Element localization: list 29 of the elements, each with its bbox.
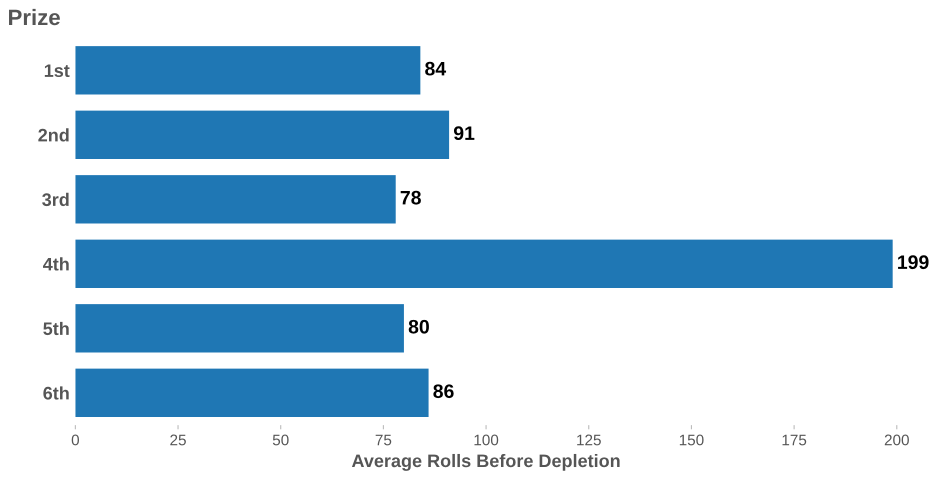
data-label: 78 bbox=[400, 190, 421, 205]
bar bbox=[75, 175, 396, 224]
y-tick-label: 5th bbox=[43, 322, 69, 336]
bar bbox=[75, 304, 404, 353]
y-tick-label: 6th bbox=[43, 386, 69, 400]
x-tick-label: 100 bbox=[474, 434, 498, 446]
y-tick-label: 3rd bbox=[42, 192, 69, 206]
y-tick-label: 4th bbox=[43, 257, 69, 271]
x-axis-title: Average Rolls Before Depletion bbox=[352, 454, 620, 471]
x-tick-label: 125 bbox=[577, 434, 601, 446]
bar bbox=[75, 46, 420, 95]
data-label: 86 bbox=[433, 384, 454, 398]
data-label: 80 bbox=[408, 320, 429, 334]
bar bbox=[75, 368, 429, 418]
x-tick-label: 200 bbox=[884, 434, 909, 446]
data-label: 91 bbox=[454, 126, 474, 140]
x-tick-label: 0 bbox=[72, 434, 80, 446]
data-label: 84 bbox=[425, 62, 446, 76]
y-axis-title: Prize bbox=[9, 8, 60, 26]
data-label: 199 bbox=[898, 255, 929, 270]
x-tick-label: 25 bbox=[170, 434, 186, 446]
bar bbox=[75, 240, 893, 288]
y-tick-label: 1st bbox=[44, 64, 70, 78]
x-tick-label: 150 bbox=[680, 434, 704, 446]
x-tick-label: 75 bbox=[376, 434, 392, 446]
y-tick-label: 2nd bbox=[38, 128, 69, 142]
bar bbox=[75, 110, 450, 160]
x-tick-label: 50 bbox=[272, 434, 289, 446]
x-tick-label: 175 bbox=[782, 434, 806, 446]
